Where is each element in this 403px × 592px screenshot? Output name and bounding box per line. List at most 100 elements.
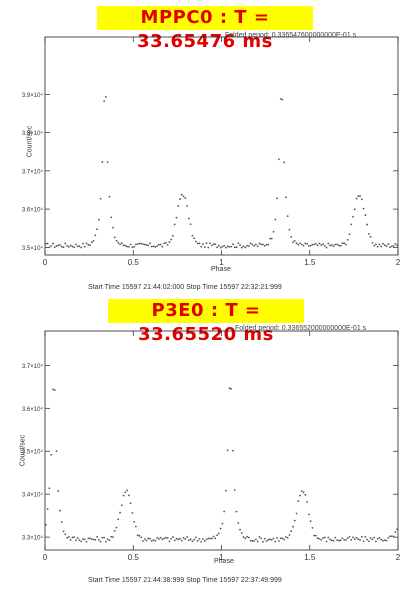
- chart-2-point: [82, 538, 84, 540]
- chart-1-point: [309, 244, 312, 247]
- chart-2-point: [193, 538, 196, 541]
- chart-1-point: [184, 197, 187, 200]
- chart-2-point: [92, 538, 95, 541]
- chart-1-point: [350, 223, 353, 226]
- chart-2-point: [112, 536, 114, 538]
- chart-2-point: [253, 540, 256, 542]
- chart-2-point: [389, 535, 391, 538]
- chart-1-point: [373, 244, 376, 247]
- chart-1-point: [389, 246, 391, 249]
- chart-2-ytick-label: 3.5×10⁴: [22, 449, 44, 456]
- chart-1-point: [138, 242, 141, 245]
- chart-1-point: [253, 244, 256, 247]
- chart-1-point: [191, 234, 194, 237]
- chart-2-point: [246, 535, 248, 538]
- chart-1-point: [279, 98, 282, 100]
- chart-2-point: [89, 537, 91, 540]
- chart-1-xtick-label: 2: [396, 258, 401, 267]
- chart-2-point: [198, 537, 201, 540]
- chart-2-point: [394, 531, 397, 533]
- chart-2-title: P3E0 : T = 33.65520 ms: [108, 299, 304, 345]
- chart-1-point: [322, 243, 324, 246]
- chart-2-point: [364, 536, 367, 538]
- chart-1-point: [217, 244, 220, 247]
- chart-1-point: [366, 223, 369, 226]
- chart-1-point: [44, 242, 47, 245]
- chart-2-point: [214, 537, 217, 540]
- chart-2-point: [375, 540, 377, 543]
- chart-2-point: [226, 449, 229, 452]
- chart-2-point: [300, 490, 303, 492]
- chart-2-point: [288, 534, 291, 536]
- chart-1-point: [251, 243, 254, 246]
- chart-1-point: [364, 214, 367, 216]
- chart-2-point: [59, 509, 61, 512]
- chart-2-point: [357, 538, 360, 541]
- chart-2-point: [159, 536, 162, 539]
- chart-2-ytick-label: 3.7×10⁴: [22, 363, 44, 370]
- chart-2-point: [279, 537, 282, 540]
- chart-2-point: [378, 537, 381, 539]
- chart-1-point: [343, 242, 346, 245]
- chart-2-point: [225, 489, 227, 492]
- chart-1-point: [53, 246, 56, 248]
- chart-2-point: [371, 538, 374, 541]
- chart-1-point: [382, 242, 384, 245]
- chart-1-point: [221, 245, 224, 248]
- chart-1-point: [55, 245, 58, 247]
- chart-2-point: [57, 489, 60, 492]
- chart-1-point: [73, 246, 76, 249]
- chart-1-ytick-label: 3.7×10⁴: [22, 168, 44, 175]
- chart-2-point: [126, 489, 128, 492]
- chart-1-point: [87, 243, 90, 246]
- chart-2-point: [119, 511, 121, 514]
- chart-1-point: [69, 244, 72, 247]
- chart-1-point: [180, 193, 183, 196]
- chart-1-point: [46, 242, 49, 245]
- chart-2-point: [175, 537, 178, 540]
- chart-2-point: [90, 538, 93, 541]
- chart-1-point: [239, 244, 241, 246]
- chart-2-point: [113, 530, 116, 532]
- chart-2-point: [251, 540, 254, 542]
- chart-1-point: [376, 245, 379, 248]
- chart-1-point: [246, 244, 248, 247]
- chart-1-xtick-label: 1: [219, 258, 224, 267]
- chart-2-point: [348, 535, 351, 538]
- chart-2-point: [157, 538, 160, 540]
- chart-2-point: [209, 537, 211, 540]
- chart-2-point: [142, 540, 144, 542]
- chart-1-subtitle: Folded period: 0.336547600000000E-01 s: [225, 32, 357, 39]
- chart-1-point: [101, 161, 104, 163]
- chart-2-point: [210, 537, 213, 540]
- chart-2-point: [182, 536, 185, 539]
- chart-2-point: [67, 536, 70, 538]
- chart-1-point: [247, 245, 250, 247]
- chart-1-point: [152, 245, 155, 248]
- chart-1-point: [154, 246, 157, 248]
- chart-1-point: [187, 217, 190, 220]
- chart-2-point: [247, 536, 250, 539]
- chart-1-point: [62, 246, 65, 249]
- chart-1-point: [352, 215, 354, 218]
- chart-1-point: [263, 244, 266, 247]
- chart-1-point: [161, 245, 164, 248]
- chart-2-point: [212, 535, 215, 538]
- chart-2-point: [323, 536, 326, 539]
- chart-2-xtick-label: 1: [219, 553, 224, 562]
- chart-2-point: [329, 538, 331, 541]
- chart-1-point: [244, 246, 247, 249]
- chart-1-point: [110, 216, 113, 219]
- chart-2-point: [299, 494, 301, 497]
- chart-2-xtick-label: 0.5: [128, 553, 140, 562]
- chart-2-point: [110, 535, 113, 538]
- chart-1-point: [313, 243, 316, 246]
- chart-2-xtick-label: 1.5: [304, 553, 316, 562]
- chart-2-point: [276, 537, 278, 539]
- chart-1-point: [288, 228, 291, 231]
- chart-1-point: [394, 242, 397, 245]
- chart-2-point: [64, 533, 67, 536]
- chart-2-point: [124, 491, 127, 494]
- chart-2-point: [122, 494, 125, 497]
- chart-1-point: [48, 246, 51, 249]
